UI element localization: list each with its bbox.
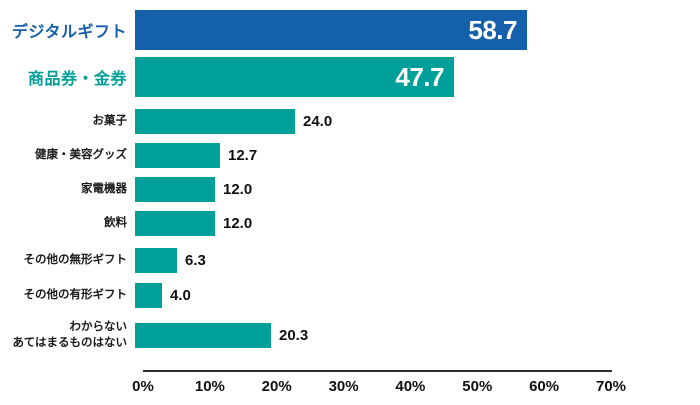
chart-row: デジタルギフト 58.7 — [0, 10, 700, 50]
category-label: 家電機器 — [81, 182, 127, 195]
bar — [135, 143, 220, 168]
category-label: その他の有形ギフト — [23, 288, 128, 301]
value-label: 20.3 — [279, 327, 309, 345]
bar — [135, 248, 177, 273]
value-label: 12.0 — [223, 181, 253, 198]
x-axis-tick: 50% — [462, 378, 493, 396]
bar-track: 12.0 — [135, 211, 603, 236]
value-label: 24.0 — [303, 113, 333, 130]
bar-track: 47.7 — [135, 57, 603, 97]
x-axis-tick: 0% — [132, 378, 154, 396]
bar-track: 12.7 — [135, 143, 603, 168]
chart-row: その他の有形ギフト 4.0 — [0, 283, 700, 308]
chart-row: 商品券・金券 47.7 — [0, 57, 700, 97]
bar-track: 58.7 — [135, 10, 603, 50]
category-label: その他の無形ギフト — [23, 253, 128, 266]
chart-row: 家電機器 12.0 — [0, 177, 700, 202]
x-axis-tick: 70% — [595, 378, 627, 396]
bar — [135, 323, 271, 349]
value-label: 47.7 — [395, 62, 444, 92]
chart-row: 健康・美容グッズ 12.7 — [0, 143, 700, 168]
x-axis: 0% 10% 20% 30% 40% 50% 60% 70% — [132, 370, 626, 402]
bar — [135, 211, 215, 236]
bar — [135, 283, 162, 308]
value-label: 6.3 — [185, 252, 206, 269]
value-label: 12.0 — [223, 215, 253, 232]
value-label: 58.7 — [468, 15, 517, 45]
bar-track: 24.0 — [135, 109, 603, 134]
bar-track: 6.3 — [135, 248, 603, 273]
x-axis-tick: 60% — [529, 378, 560, 396]
chart-row: お菓子 24.0 — [0, 109, 700, 134]
bar-track: 4.0 — [135, 283, 603, 308]
x-axis-tick: 30% — [328, 378, 359, 396]
category-label: 健康・美容グッズ — [35, 148, 127, 161]
bar — [135, 177, 215, 202]
bar-track: 12.0 — [135, 177, 603, 202]
bar-rows: デジタルギフト 58.7 商品券・金券 47.7 お菓子 24.0 健康・美容グッズ 12.7… — [0, 10, 700, 351]
category-label: わからない あてはまるものはない — [12, 321, 127, 349]
value-label: 4.0 — [170, 287, 191, 304]
category-label: 飲料 — [104, 216, 127, 229]
chart-row: 飲料 12.0 — [0, 211, 700, 236]
chart-row: その他の無形ギフト 6.3 — [0, 248, 700, 273]
bar: 47.7 — [135, 57, 454, 97]
x-axis-tick: 40% — [395, 378, 426, 396]
bar: 58.7 — [135, 10, 527, 50]
bar — [135, 109, 295, 134]
category-label: デジタルギフト — [11, 24, 127, 41]
x-axis-tick: 20% — [261, 378, 292, 396]
category-label: お菓子 — [92, 114, 128, 127]
x-axis-tick: 10% — [194, 378, 225, 396]
bar-track: 20.3 — [135, 323, 603, 349]
value-label: 12.7 — [228, 147, 258, 164]
category-label: 商品券・金券 — [27, 71, 127, 88]
chart-row: わからない あてはまるものはない 20.3 — [0, 320, 700, 351]
